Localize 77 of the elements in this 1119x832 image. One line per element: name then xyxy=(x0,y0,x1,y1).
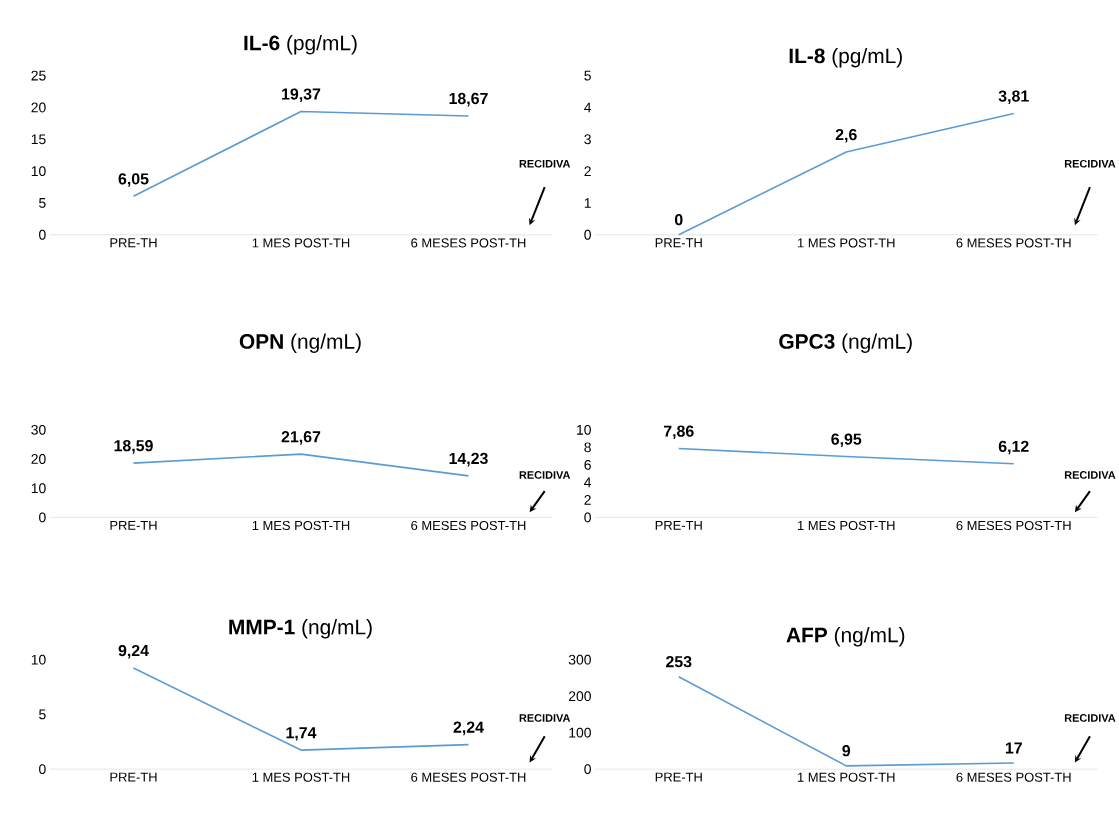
x-tick-label: PRE-TH xyxy=(655,521,702,530)
y-tick-label: 100 xyxy=(569,727,591,738)
annotation: RECIDIVA xyxy=(1064,471,1116,479)
x-tick-label: PRE-TH xyxy=(655,238,702,248)
data-label: 6,12 xyxy=(998,440,1029,455)
y-tick-label: 20 xyxy=(31,454,46,465)
data-label: 9 xyxy=(842,745,851,757)
x-tick-label: 1 MES POST-TH xyxy=(252,772,350,782)
y-tick-label: 0 xyxy=(39,764,46,775)
y-tick-label: 5 xyxy=(584,70,591,81)
x-tick-label: 6 MESES POST-TH xyxy=(411,521,526,531)
y-tick-label: 300 xyxy=(568,654,591,665)
chart-title: AFP (ng/mL) xyxy=(786,627,905,647)
data-label: 14,23 xyxy=(449,452,488,467)
annotation: RECIDIVA xyxy=(519,714,571,722)
data-label: 18,67 xyxy=(449,92,488,107)
x-tick-label: PRE-TH xyxy=(110,772,157,782)
data-label: 7,86 xyxy=(663,425,694,440)
data-label: 253 xyxy=(666,656,692,668)
annotation: RECIDIVA xyxy=(1064,159,1116,168)
y-tick-label: 0 xyxy=(39,512,46,523)
data-label: 9,24 xyxy=(118,645,149,659)
chart-title: OPN (ng/mL) xyxy=(239,333,361,354)
x-tick-label: 1 MES POST-TH xyxy=(798,521,895,531)
chart-title: MMP-1 (ng/mL) xyxy=(229,619,372,639)
data-label: 3,81 xyxy=(998,90,1029,105)
y-tick-label: 0 xyxy=(39,229,46,240)
y-tick-label: 6 xyxy=(584,460,591,470)
y-tick-label: 20 xyxy=(31,102,46,113)
y-tick-label: 4 xyxy=(584,102,592,113)
data-label: 17 xyxy=(1005,742,1022,754)
y-tick-label: 8 xyxy=(584,442,591,453)
data-label: 2,6 xyxy=(835,129,857,143)
annotation: RECIDIVA xyxy=(1064,714,1116,722)
y-tick-label: 5 xyxy=(39,709,46,720)
x-tick-label: 1 MES POST-TH xyxy=(798,238,895,248)
y-tick-label: 5 xyxy=(39,198,46,208)
y-tick-label: 30 xyxy=(31,424,46,435)
annotation: RECIDIVA xyxy=(519,471,571,479)
y-tick-label: 2 xyxy=(584,495,591,505)
chart-title: GPC3 (ng/mL) xyxy=(779,333,912,354)
y-tick-label: 25 xyxy=(31,70,46,81)
data-label: 19,37 xyxy=(282,88,321,103)
chart-title: IL-6 (pg/mL) xyxy=(244,35,357,55)
data-label: 0 xyxy=(674,214,683,226)
y-tick-label: 200 xyxy=(568,691,591,702)
data-label: 6,05 xyxy=(118,173,149,187)
x-tick-label: 6 MESES POST-TH xyxy=(411,238,526,248)
y-tick-label: 0 xyxy=(584,764,591,775)
x-tick-label: 6 MESES POST-TH xyxy=(411,772,526,782)
x-tick-label: 1 MES POST-TH xyxy=(252,238,350,248)
y-tick-label: 1 xyxy=(584,198,591,208)
x-tick-label: 1 MES POST-TH xyxy=(252,521,350,531)
y-tick-label: 4 xyxy=(584,477,592,488)
y-tick-label: 10 xyxy=(31,654,46,665)
y-tick-label: 2 xyxy=(584,166,591,177)
y-tick-label: 3 xyxy=(584,134,591,145)
y-tick-label: 10 xyxy=(31,483,46,494)
y-tick-label: 10 xyxy=(31,166,46,177)
y-tick-label: 0 xyxy=(584,512,591,523)
data-label: 18,59 xyxy=(114,440,153,454)
x-tick-label: 1 MES POST-TH xyxy=(798,772,895,782)
x-tick-label: 6 MESES POST-TH xyxy=(956,238,1071,248)
x-tick-label: PRE-TH xyxy=(110,521,157,530)
x-tick-label: 6 MESES POST-TH xyxy=(956,772,1071,782)
data-label: 6,95 xyxy=(831,433,862,448)
data-label: 21,67 xyxy=(281,431,321,445)
x-tick-label: 6 MESES POST-TH xyxy=(956,521,1071,531)
x-tick-label: PRE-TH xyxy=(110,238,157,248)
y-tick-label: 15 xyxy=(31,134,46,145)
chart-title: IL-8 (pg/mL) xyxy=(789,48,902,68)
data-label: 1,74 xyxy=(286,727,317,741)
x-tick-label: PRE-TH xyxy=(655,772,702,782)
y-tick-label: 0 xyxy=(584,229,591,240)
y-tick-label: 10 xyxy=(577,424,591,435)
annotation: RECIDIVA xyxy=(519,159,571,168)
data-label: 2,24 xyxy=(453,721,484,736)
